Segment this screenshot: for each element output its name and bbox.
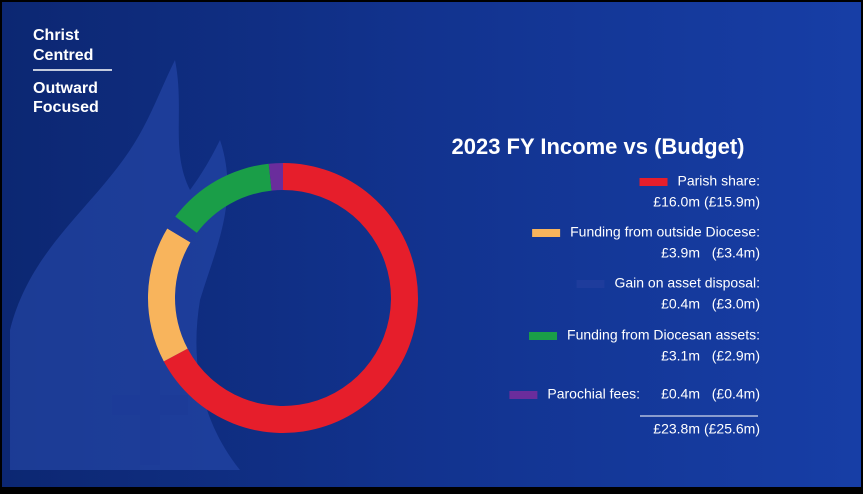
total-value-label: £23.8m [653,421,700,437]
legend-label: Gain on asset disposal: [614,275,760,291]
budget-label: (£15.9m) [704,194,760,210]
brand-text: Outward [33,80,98,97]
value-label: £0.4m [661,386,700,402]
donut-segment [147,228,191,362]
legend-swatch [532,229,561,237]
donut-segment [268,163,283,191]
budget-label: (£3.4m) [712,245,760,261]
budget-label: (£2.9m) [712,348,760,364]
budget-label: (£3.0m) [712,296,760,312]
donut-segment [167,216,197,243]
legend-swatch [576,280,605,288]
budget-label: (£0.4m) [712,386,760,402]
legend-label: Parish share: [678,173,760,189]
legend-swatch [639,178,668,186]
value-label: £16.0m [653,194,700,210]
donut-segment [175,163,272,233]
value-label: £0.4m [661,296,700,312]
value-label: £3.9m [661,245,700,261]
legend-swatch [509,391,538,399]
chart-title: 2023 FY Income vs (Budget) [451,134,744,159]
legend-swatch [529,332,558,340]
legend-label: Funding from outside Diocese: [570,224,760,240]
cross-decoration [112,370,188,465]
brand-text: Christ [33,27,80,44]
value-label: £3.1m [661,348,700,364]
legend-label: Funding from Diocesan assets: [567,327,760,343]
legend-label: Parochial fees: [547,386,640,402]
brand-text: Centred [33,47,93,64]
brand-text: Focused [33,99,99,116]
total-budget-label: (£25.6m) [704,421,760,437]
